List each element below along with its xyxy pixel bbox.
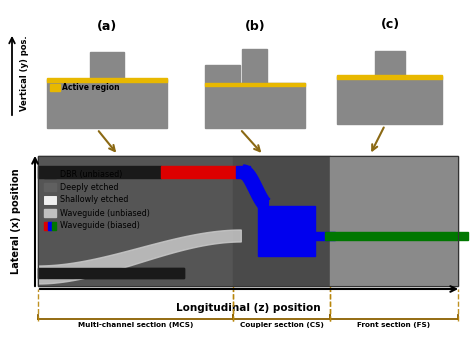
- Bar: [44, 196, 56, 204]
- Polygon shape: [242, 165, 270, 213]
- Bar: [38, 156, 458, 286]
- Bar: [205, 83, 305, 86]
- Bar: [38, 166, 161, 178]
- Bar: [237, 166, 250, 178]
- Text: Shallowly etched: Shallowly etched: [60, 195, 128, 205]
- Bar: [38, 268, 184, 278]
- Bar: [243, 49, 267, 83]
- Bar: [375, 51, 405, 76]
- Text: Waveguide (unbiased): Waveguide (unbiased): [60, 208, 150, 218]
- Bar: [48, 222, 52, 230]
- Bar: [38, 156, 233, 286]
- Bar: [52, 222, 56, 230]
- Text: Vertical (y) pos.: Vertical (y) pos.: [20, 35, 29, 111]
- Text: Multi-channel section (MCS): Multi-channel section (MCS): [78, 322, 193, 328]
- Bar: [38, 156, 458, 286]
- Bar: [325, 232, 468, 240]
- Bar: [205, 65, 240, 83]
- Text: DBR (unbiased): DBR (unbiased): [60, 169, 122, 178]
- Text: (b): (b): [245, 20, 265, 33]
- Bar: [90, 51, 124, 78]
- Text: Longitudinal (z) position: Longitudinal (z) position: [176, 303, 320, 313]
- Bar: [47, 78, 167, 81]
- Bar: [337, 76, 443, 124]
- Bar: [44, 170, 56, 178]
- Bar: [47, 78, 167, 128]
- Bar: [258, 206, 315, 256]
- Bar: [38, 268, 184, 278]
- Polygon shape: [38, 230, 241, 284]
- Bar: [233, 156, 330, 286]
- Text: x: x: [162, 109, 167, 118]
- Bar: [44, 222, 48, 230]
- Bar: [337, 75, 443, 78]
- Bar: [161, 166, 246, 178]
- Text: Front section (FS): Front section (FS): [357, 322, 430, 328]
- Bar: [44, 209, 56, 217]
- Text: (c): (c): [381, 18, 400, 31]
- Bar: [50, 84, 60, 90]
- Text: (a): (a): [97, 20, 117, 33]
- Bar: [315, 232, 335, 240]
- Text: Lateral (x) position: Lateral (x) position: [11, 168, 21, 274]
- Bar: [44, 183, 56, 191]
- Text: Waveguide (biased): Waveguide (biased): [60, 222, 140, 231]
- Text: Deeply etched: Deeply etched: [60, 182, 118, 192]
- Text: Coupler section (CS): Coupler section (CS): [240, 322, 324, 328]
- Bar: [330, 156, 458, 286]
- Bar: [205, 83, 305, 128]
- Text: Active region: Active region: [62, 83, 119, 91]
